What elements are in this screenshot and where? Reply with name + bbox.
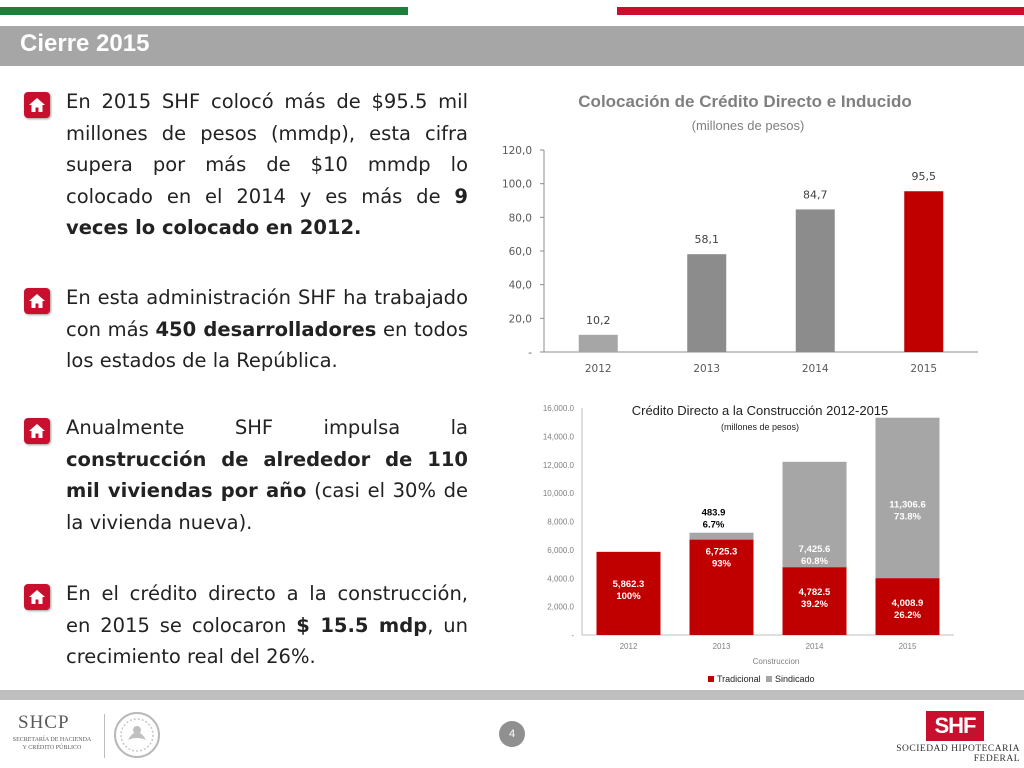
bullet-text-1: En 2015 SHF colocó más de $95.5 mil mill… — [66, 90, 468, 239]
chart2-label-tradicional: 4,782.5 — [799, 587, 831, 598]
shcp-logo-line1: SECRETARÍA DE HACIENDA — [12, 737, 92, 743]
chart2-x-tick-label: 2013 — [713, 642, 731, 651]
house-icon — [24, 584, 50, 610]
chart1-value-label: 10,2 — [586, 314, 611, 327]
chart1-subtitle: (millones de pesos) — [692, 118, 805, 133]
chart2-y-tick-label: 14,000.0 — [543, 432, 575, 441]
shf-logo: SHF — [926, 711, 984, 741]
chart2-y-tick-label: 2,000.0 — [547, 603, 574, 612]
shcp-logo: SHCP SECRETARÍA DE HACIENDA Y CRÉDITO PÚ… — [6, 712, 98, 758]
chart1-x-tick-label: 2015 — [910, 363, 937, 375]
chart1-y-tick-label: 100,0 — [502, 179, 532, 191]
chart2-pct-tradicional: 93% — [712, 559, 732, 570]
header-stripe-green — [0, 7, 408, 15]
chart2-pct-tradicional: 39.2% — [801, 599, 828, 610]
bullet-text-3: Anualmente SHF impulsa la construcción d… — [66, 416, 469, 534]
title-bar: Cierre 2015 — [0, 26, 1024, 66]
house-icon — [24, 92, 50, 118]
chart2-pct-tradicional: 26.2% — [894, 610, 921, 621]
chart1-bar — [795, 209, 835, 352]
chart1-value-label: 58,1 — [695, 233, 720, 246]
footer-logo-divider — [104, 714, 105, 758]
chart2-y-tick-label: 16,000.0 — [543, 404, 575, 413]
chart1-y-tick-label: - — [528, 347, 532, 359]
chart2-y-tick-label: - — [571, 631, 574, 640]
chart2-label-tradicional: 5,862.3 — [613, 579, 645, 590]
chart2-legend-swatch-sindicado — [766, 676, 772, 682]
chart1-bar — [578, 334, 618, 352]
chart2-bar-sindicado — [875, 417, 940, 579]
bullet-text-4: En el crédito directo a la construcción,… — [66, 582, 469, 668]
chart-credito-directo-inducido: Colocación de Crédito Directo e Inducido… — [484, 82, 1014, 382]
chart2-bar-tradicional — [875, 578, 940, 635]
chart1-y-tick-label: 40,0 — [509, 280, 532, 292]
chart2-x-tick-label: 2014 — [806, 642, 824, 651]
shcp-logo-line2: Y CRÉDITO PÚBLICO — [22, 745, 82, 751]
chart1-x-tick-label: 2014 — [802, 363, 829, 375]
chart1-y-tick-label: 120,0 — [502, 145, 532, 157]
chart2-x-tick-label: 2015 — [899, 642, 917, 651]
chart2-y-tick-label: 8,000.0 — [547, 518, 574, 527]
chart2-pct-sindicado: 6.7% — [703, 520, 725, 531]
chart2-y-tick-label: 4,000.0 — [547, 574, 574, 583]
chart2-pct-sindicado: 73.8% — [894, 512, 921, 523]
chart1-value-label: 95,5 — [912, 170, 937, 183]
shf-name: SOCIEDAD HIPOTECARIA FEDERAL — [896, 744, 1020, 764]
page-number: 4 — [499, 721, 525, 747]
national-seal-icon — [112, 710, 162, 760]
chart2-pct-tradicional: 100% — [616, 591, 641, 602]
chart2-label-tradicional: 4,008.9 — [892, 598, 924, 609]
chart2-label-sindicado: 11,306.6 — [889, 500, 925, 511]
chart2-xlabel: Construccion — [753, 657, 800, 666]
chart1-y-tick-label: 20,0 — [509, 313, 532, 325]
chart2-y-tick-label: 12,000.0 — [543, 461, 575, 470]
chart-credito-construccion: - 2,000.0 4,000.0 6,000.0 8,000.0 10,000.0 12,… — [536, 398, 956, 690]
footer-divider-bar — [0, 690, 1024, 700]
chart1-y-tick-label: 60,0 — [509, 246, 532, 258]
header-stripe-red — [617, 7, 1024, 15]
bullet-text-2: En esta administración SHF ha trabajado … — [66, 286, 469, 372]
chart2-y-tick-label: 6,000.0 — [547, 546, 574, 555]
chart2-y-tick-label: 10,000.0 — [543, 489, 575, 498]
chart2-legend-swatch-tradicional — [708, 676, 714, 682]
chart2-label-tradicional: 6,725.3 — [706, 547, 738, 558]
chart2-title: Crédito Directo a la Construcción 2012-2… — [632, 403, 889, 418]
chart2-label-sindicado: 483.9 — [702, 508, 726, 519]
chart1-value-label: 84,7 — [803, 188, 828, 201]
chart1-x-tick-label: 2012 — [585, 363, 612, 375]
chart2-bar-sindicado — [689, 532, 754, 540]
chart2-subtitle: (millones de pesos) — [721, 422, 799, 432]
shcp-logo-text: SHCP — [18, 712, 70, 733]
chart2-bar-tradicional — [689, 539, 754, 635]
chart1-x-tick-label: 2013 — [693, 363, 720, 375]
house-icon — [24, 288, 50, 314]
chart2-bar-tradicional — [782, 567, 847, 635]
chart2-bar-tradicional — [596, 551, 661, 635]
house-icon — [24, 418, 50, 444]
slide-title: Cierre 2015 — [20, 30, 150, 57]
chart2-legend-label-sindicado: Sindicado — [775, 674, 815, 684]
chart2-bar-sindicado — [782, 461, 847, 568]
chart2-x-tick-label: 2012 — [620, 642, 638, 651]
chart2-legend-label-tradicional: Tradicional — [717, 674, 761, 684]
chart1-y-tick-label: 80,0 — [509, 212, 532, 224]
chart1-bar — [687, 254, 727, 352]
chart1-bar — [904, 191, 944, 352]
chart1-title: Colocación de Crédito Directo e Inducido — [578, 92, 911, 111]
chart2-label-sindicado: 7,425.6 — [799, 544, 831, 555]
chart2-pct-sindicado: 60.8% — [801, 556, 828, 567]
